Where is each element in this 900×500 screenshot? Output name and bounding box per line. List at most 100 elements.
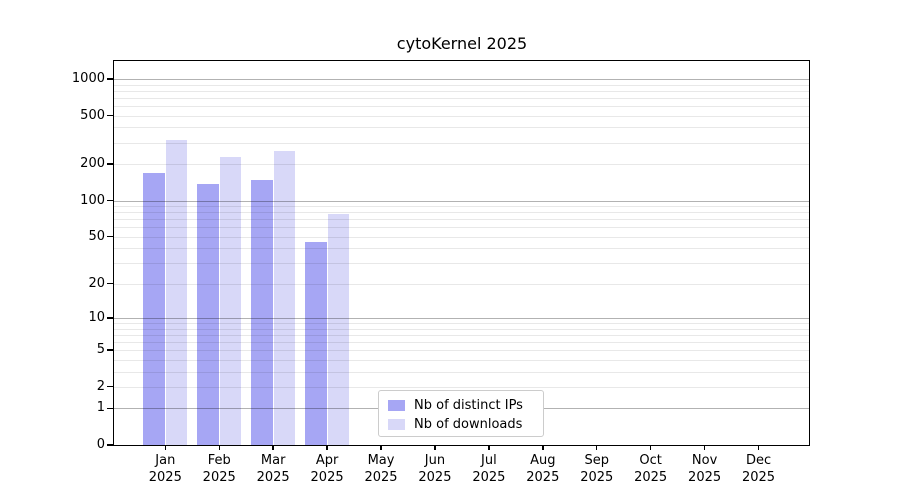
minor-gridline — [114, 90, 809, 92]
chart-title: cytoKernel 2025 — [396, 34, 528, 53]
y-tick-label: 2 — [96, 378, 105, 394]
major-gridline — [114, 200, 809, 202]
x-tick-month: Feb — [207, 453, 231, 468]
bar-downloads — [219, 156, 242, 446]
x-tick-year: 2025 — [634, 470, 668, 485]
x-tick-month: Jul — [481, 453, 497, 468]
x-tick-mark — [596, 446, 598, 450]
x-tick-mark — [757, 446, 760, 450]
plot-border-top — [113, 60, 810, 62]
plot-area: 1000 500 200 100 50 20 10 5 2 1 0 Jan 2025 Feb 2025 Mar… — [72, 60, 810, 485]
x-axis-line — [113, 444, 810, 446]
minor-gridline — [114, 142, 809, 144]
minor-gridline — [114, 164, 809, 166]
y-tick-mark — [107, 78, 113, 80]
minor-gridline — [114, 219, 809, 221]
x-tick-year: 2025 — [202, 470, 236, 485]
major-gridline — [114, 317, 809, 319]
major-gridline — [114, 79, 809, 80]
x-tick-label: Jan 2025 — [133, 452, 197, 486]
x-tick-month: May — [367, 453, 395, 468]
x-tick-year: 2025 — [418, 470, 452, 485]
x-tick-mark — [164, 446, 166, 450]
x-tick-label: Sep 2025 — [565, 452, 629, 486]
x-tick-label: May 2025 — [349, 452, 413, 486]
minor-gridline — [114, 283, 809, 285]
y-tick-label: 500 — [80, 107, 105, 123]
x-tick-mark — [380, 446, 382, 450]
x-tick-mark — [542, 446, 544, 450]
minor-gridline — [114, 334, 809, 336]
x-tick-year: 2025 — [148, 470, 182, 485]
x-tick-mark — [434, 446, 436, 450]
x-tick-label: Oct 2025 — [619, 452, 683, 486]
y-tick-mark — [107, 317, 113, 319]
minor-gridline — [114, 106, 809, 108]
y-tick-label: 50 — [88, 228, 105, 244]
plot-border-right — [808, 60, 810, 446]
bar-distinct-ips — [143, 173, 165, 446]
x-tick-label: Jul 2025 — [457, 452, 521, 486]
legend-swatch-downloads — [388, 419, 405, 430]
x-tick-label: Aug 2025 — [511, 452, 575, 486]
x-tick-mark — [703, 446, 706, 450]
legend-item: Nb of distinct IPs — [388, 396, 543, 415]
x-tick-year: 2025 — [580, 470, 614, 485]
x-tick-month: Jun — [424, 453, 446, 468]
x-tick-month: Apr — [315, 453, 339, 468]
minor-gridline — [114, 328, 809, 330]
y-tick-mark — [107, 407, 113, 409]
minor-gridline — [114, 359, 809, 361]
y-tick-label: 200 — [80, 156, 105, 172]
minor-gridline — [114, 341, 809, 343]
y-tick-mark — [107, 349, 113, 351]
bar-downloads — [273, 151, 296, 446]
minor-gridline — [114, 97, 809, 99]
x-tick-label: Jun 2025 — [403, 452, 467, 486]
y-tick-label: 5 — [96, 342, 105, 358]
x-tick-label: Nov 2025 — [673, 452, 737, 486]
y-tick-mark — [107, 386, 113, 388]
legend-item: Nb of downloads — [388, 415, 543, 434]
bar-downloads — [327, 213, 349, 446]
x-tick-year: 2025 — [741, 470, 776, 485]
x-tick-label: Apr 2025 — [295, 452, 359, 486]
x-tick-label: Feb 2025 — [187, 452, 251, 486]
minor-gridline — [114, 115, 809, 117]
legend-swatch-distinct-ips — [388, 400, 405, 411]
y-tick-label: 10 — [88, 309, 105, 325]
x-tick-mark — [218, 446, 220, 450]
minor-gridline — [114, 84, 809, 86]
minor-gridline — [114, 350, 809, 352]
x-tick-year: 2025 — [472, 470, 506, 485]
y-tick-label: 0 — [96, 437, 105, 452]
y-tick-mark — [107, 283, 113, 285]
legend: Nb of distinct IPs Nb of downloads — [378, 390, 544, 437]
x-tick-label: Dec 2025 — [727, 452, 791, 486]
x-tick-year: 2025 — [688, 470, 722, 485]
x-tick-year: 2025 — [256, 470, 290, 485]
y-tick-label: 1 — [96, 400, 105, 416]
x-tick-year: 2025 — [310, 470, 344, 485]
x-tick-month: Aug — [530, 453, 556, 468]
bar-distinct-ips — [251, 180, 273, 446]
minor-gridline — [114, 248, 809, 250]
y-tick-label: 100 — [80, 192, 105, 208]
minor-gridline — [114, 212, 809, 214]
y-tick-mark — [107, 163, 113, 165]
y-tick-label: 20 — [88, 275, 105, 291]
minor-gridline — [114, 227, 809, 229]
legend-label: Nb of downloads — [414, 417, 523, 432]
y-tick-mark — [107, 236, 113, 238]
y-axis-line — [113, 60, 115, 446]
minor-gridline — [114, 127, 809, 129]
x-tick-month: Sep — [584, 453, 609, 468]
bar-downloads — [165, 140, 188, 446]
y-tick-label: 1000 — [71, 71, 105, 86]
x-tick-month: Mar — [260, 453, 286, 468]
x-tick-mark — [488, 446, 490, 450]
x-tick-mark — [326, 446, 328, 450]
x-tick-month: Dec — [745, 453, 772, 468]
minor-gridline — [114, 371, 809, 373]
